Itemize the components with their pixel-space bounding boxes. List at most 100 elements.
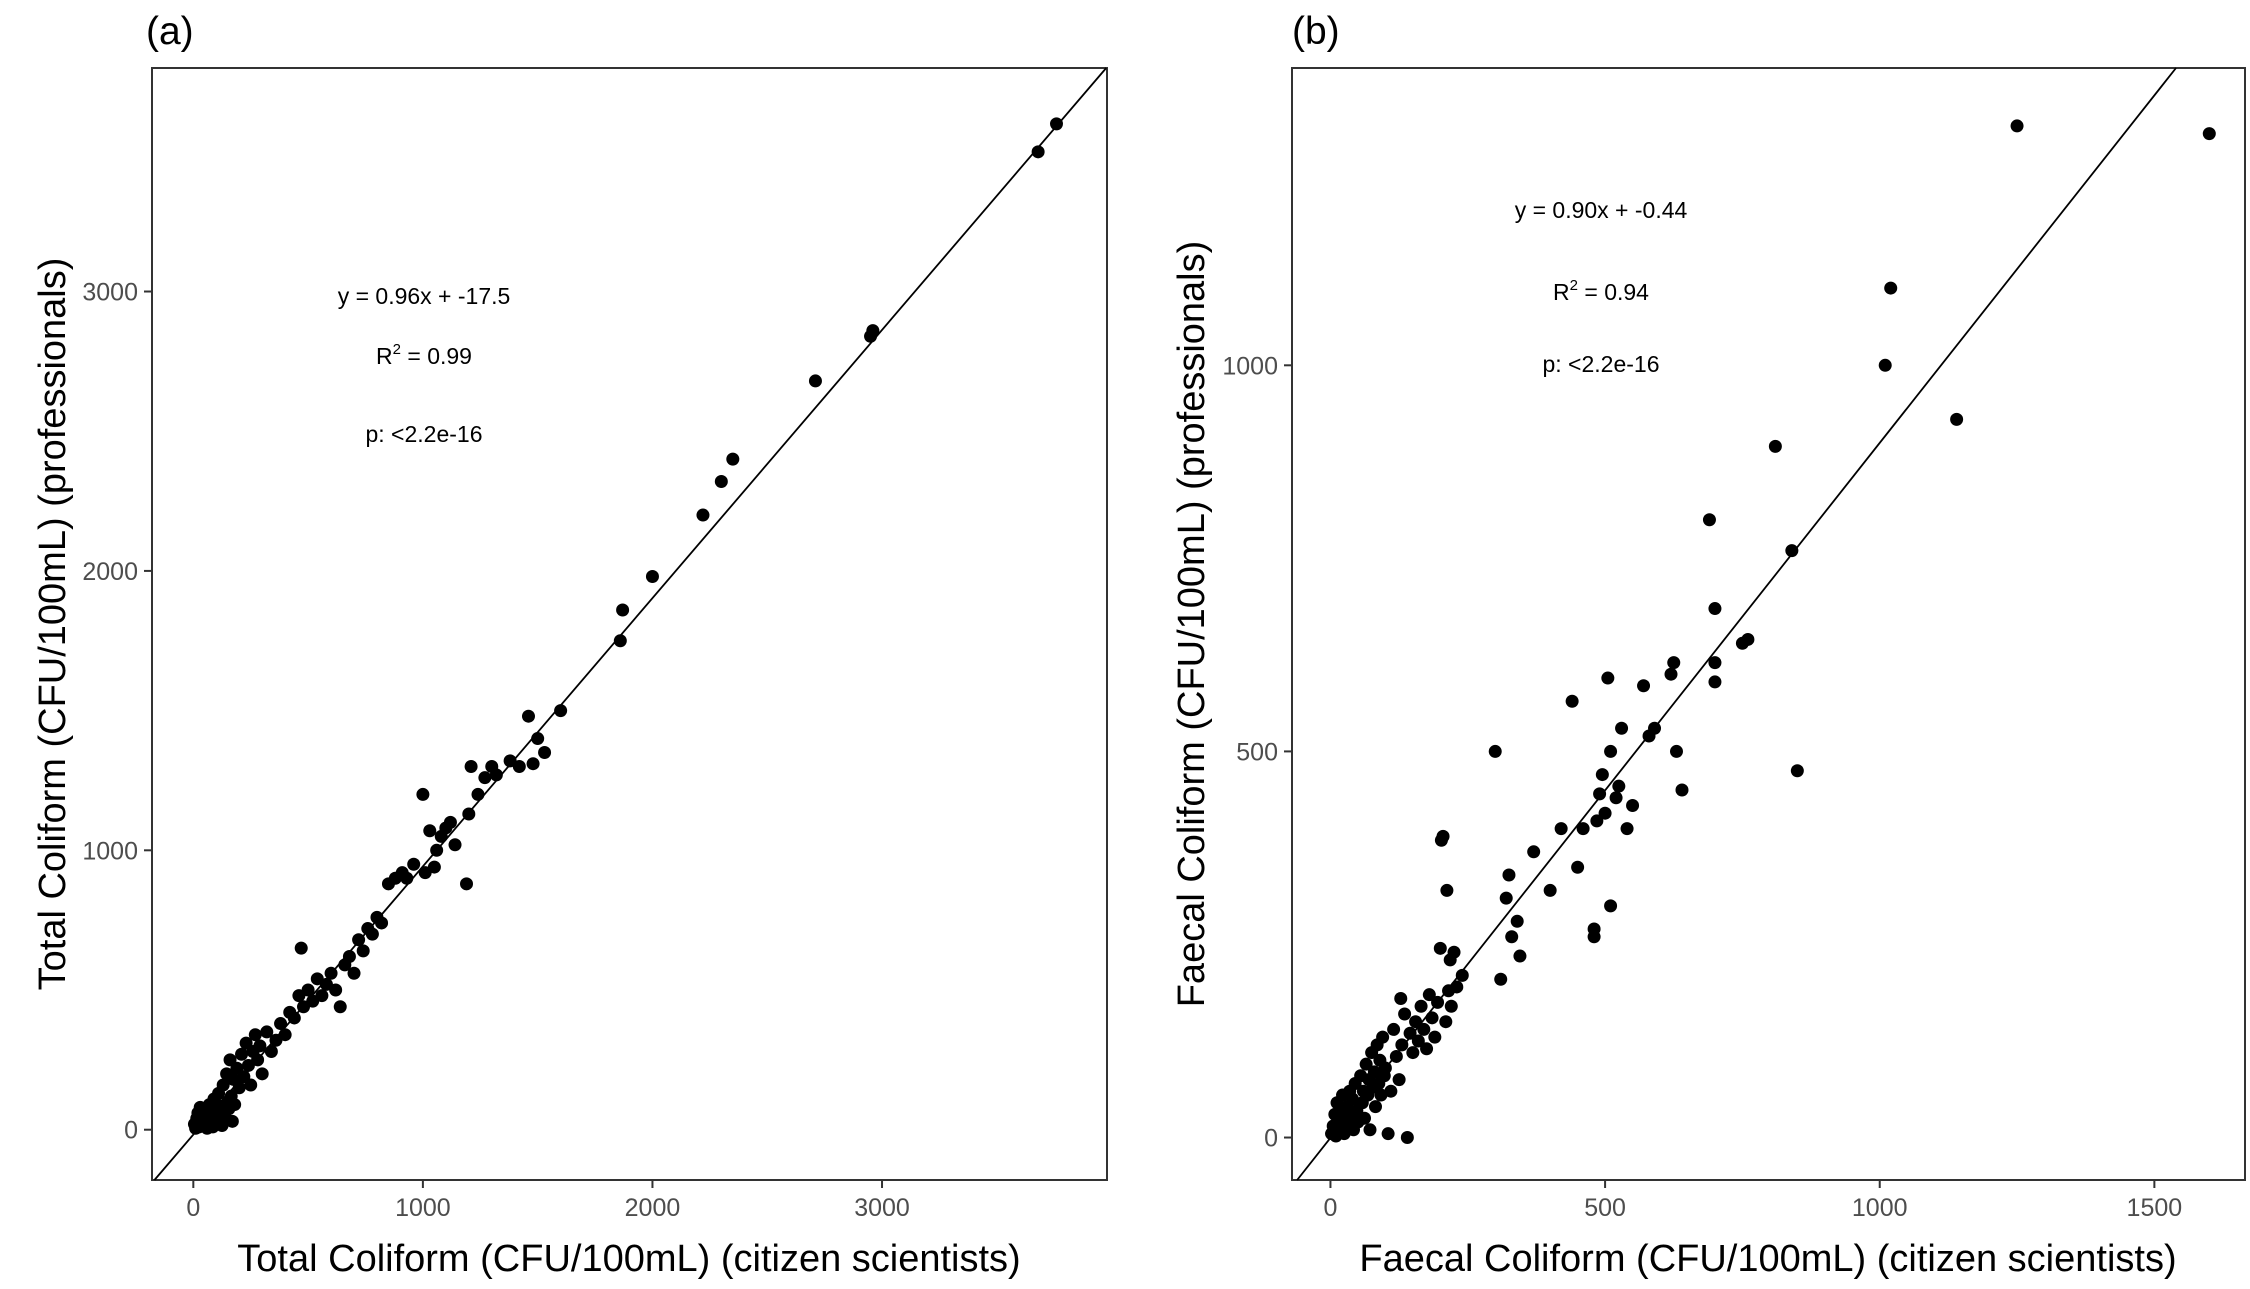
x-tick-label: 2000: [625, 1194, 681, 1222]
panel-b-y-ticks: 0 500 1000: [1222, 352, 1292, 1153]
data-point: [1363, 1123, 1377, 1137]
data-point: [538, 746, 552, 760]
data-point: [1031, 145, 1045, 159]
data-point: [1505, 930, 1519, 944]
data-point: [1409, 1015, 1423, 1029]
x-tick-label: 500: [1584, 1194, 1626, 1222]
data-point: [521, 709, 535, 723]
panel-a-x-ticks: 0 1000 2000 3000: [186, 1180, 910, 1222]
data-point: [471, 787, 485, 801]
data-point: [645, 570, 659, 584]
panel-a-r-squared: R2 = 0.99: [376, 341, 472, 369]
data-point: [696, 508, 710, 522]
data-point: [329, 983, 343, 997]
data-point: [1664, 667, 1678, 681]
data-point: [1358, 1111, 1372, 1125]
data-point: [1345, 1092, 1359, 1106]
data-point: [1593, 787, 1607, 801]
data-point: [1675, 783, 1689, 797]
data-point: [1400, 1131, 1414, 1145]
data-point: [1433, 941, 1447, 955]
data-point: [260, 1025, 274, 1039]
panel-b-x-ticks: 0 500 1000 1500: [1323, 1180, 2182, 1222]
panel-a-regression-line: [153, 67, 1107, 1181]
data-point: [1741, 632, 1755, 646]
data-point: [301, 983, 315, 997]
data-point: [1359, 1057, 1373, 1071]
data-point: [1431, 995, 1445, 1009]
x-tick-label: 0: [1323, 1194, 1337, 1222]
data-point: [1609, 791, 1623, 805]
data-point: [264, 1044, 278, 1058]
data-point: [2010, 119, 2024, 133]
data-point: [1381, 1127, 1395, 1141]
data-point: [1436, 829, 1450, 843]
data-point: [255, 1067, 269, 1081]
data-point: [232, 1081, 246, 1095]
data-point: [1049, 117, 1063, 131]
data-point: [352, 933, 366, 947]
data-point: [342, 949, 356, 963]
panel-b-faecal-coliform: (b) 0 500 1000 1500 0 500 1000 Faecal Colifor…: [1171, 10, 2246, 1280]
panel-b-points: [1325, 119, 2216, 1145]
data-point: [1527, 845, 1541, 859]
data-point: [1387, 1022, 1401, 1036]
y-tick-label: 0: [1264, 1125, 1278, 1153]
data-point: [225, 1114, 239, 1128]
data-point: [1554, 822, 1568, 836]
panel-a-equation: y = 0.96x + -17.5: [338, 283, 511, 309]
data-point: [1587, 922, 1601, 936]
data-point: [1604, 899, 1618, 913]
y-tick-label: 1000: [1222, 352, 1278, 380]
data-point: [1708, 656, 1722, 670]
y-tick-label: 3000: [82, 279, 138, 307]
data-point: [808, 374, 822, 388]
data-point: [1444, 999, 1458, 1013]
data-point: [526, 757, 540, 771]
data-point: [1411, 1034, 1425, 1048]
data-point: [333, 1000, 347, 1014]
data-point: [464, 759, 478, 773]
data-point: [427, 860, 441, 874]
panel-a-y-axis-title: Total Coliform (CFU/100mL) (professional…: [32, 258, 74, 991]
data-point: [462, 807, 476, 821]
data-point: [1395, 1038, 1409, 1052]
panel-b-p-value: p: <2.2e-16: [1542, 351, 1659, 377]
data-point: [274, 1017, 288, 1031]
data-point: [866, 324, 880, 338]
panel-a-y-ticks: 0 1000 2000 3000: [82, 279, 152, 1145]
data-point: [287, 1011, 301, 1025]
data-point: [1612, 779, 1626, 793]
data-point: [235, 1047, 249, 1061]
data-point: [489, 768, 503, 782]
data-point: [1708, 675, 1722, 689]
data-point: [347, 966, 361, 980]
data-point: [365, 927, 379, 941]
data-point: [1374, 1088, 1388, 1102]
data-point: [1392, 1073, 1406, 1087]
data-point: [1620, 822, 1634, 836]
data-point: [1702, 513, 1716, 527]
data-point: [1414, 999, 1428, 1013]
data-point: [1403, 1026, 1417, 1040]
data-point: [1884, 281, 1898, 295]
data-point: [1440, 883, 1454, 897]
data-point: [324, 966, 338, 980]
data-point: [1428, 1030, 1442, 1044]
data-point: [1368, 1100, 1382, 1114]
panel-b-x-axis-title: Faecal Coliform (CFU/100mL) (citizen sci…: [1359, 1238, 2176, 1280]
data-point: [1637, 679, 1651, 693]
x-tick-label: 1000: [395, 1194, 451, 1222]
data-point: [430, 843, 444, 857]
panel-a-label: (a): [146, 10, 194, 53]
data-point: [407, 857, 421, 871]
data-point: [1494, 972, 1508, 986]
data-point: [1785, 544, 1799, 558]
data-point: [1398, 1007, 1412, 1021]
data-point: [248, 1028, 262, 1042]
y-tick-label: 500: [1236, 738, 1278, 766]
panel-b-r-squared: R2 = 0.94: [1553, 277, 1649, 305]
panel-a-x-axis-title: Total Coliform (CFU/100mL) (citizen scie…: [237, 1238, 1020, 1280]
data-point: [375, 916, 389, 930]
data-point: [251, 1053, 265, 1067]
